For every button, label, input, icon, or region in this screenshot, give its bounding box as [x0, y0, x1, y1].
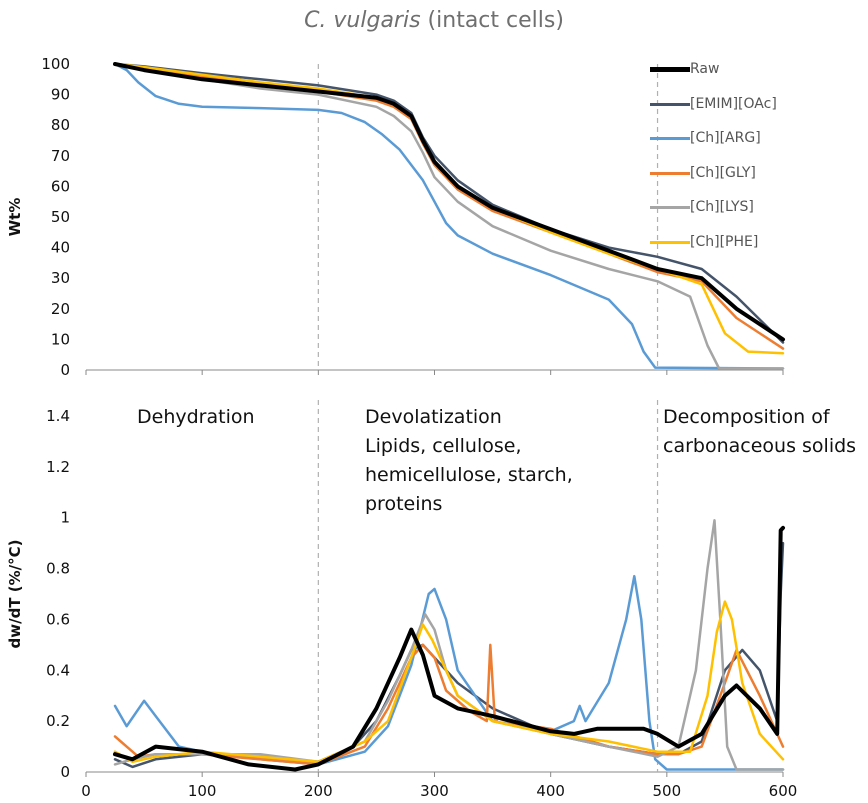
- dtg-series-line: [113, 600, 785, 764]
- wt-y-axis-label: Wt%: [6, 198, 24, 237]
- dtg-ytick-label: 0.6: [46, 610, 70, 628]
- dtg-series-line: [113, 519, 785, 771]
- annotation-devol-line-4: proteins: [365, 493, 443, 515]
- wt-ytick-label: 50: [51, 208, 70, 226]
- wt-series-line: [113, 62, 785, 342]
- dtg-y-axis-label: dw/dT (%/°C): [6, 540, 24, 649]
- annotation-decomp-line-2: carbonaceous solids: [663, 435, 857, 457]
- dtg-xtick-label: 400: [536, 782, 565, 800]
- legend-swatch: [650, 240, 690, 244]
- wt-ytick-label: 80: [51, 116, 70, 134]
- dtg-panel: 0 0.2 0.4 0.6 0.8 1 1.2 1.4 0 100 200 300 400 500 600 d…: [6, 400, 797, 800]
- chart-title-species: C. vulgaris: [304, 8, 421, 33]
- wt-ytick-label: 30: [51, 269, 70, 287]
- legend-label: Raw: [690, 61, 720, 77]
- dtg-xtick-label: 200: [304, 782, 333, 800]
- legend-swatch: [650, 102, 690, 106]
- legend-swatch: [650, 137, 690, 140]
- legend-label: [Ch][PHE]: [690, 233, 759, 250]
- wt-series-line: [113, 62, 785, 344]
- annotation-devol-line-1: Devolatization: [365, 406, 502, 428]
- legend-label: [Ch][LYS]: [690, 199, 754, 215]
- legend-label: [Ch][GLY]: [690, 164, 756, 181]
- dtg-series-line: [113, 525, 785, 772]
- annotation-devolatization: Devolatization Lipids, cellulose, hemice…: [365, 403, 573, 519]
- annotation-decomposition: Decomposition of carbonaceous solids: [663, 403, 856, 461]
- dtg-xtick-label: 300: [420, 782, 449, 800]
- legend-swatch: [650, 171, 690, 175]
- wt-ytick-label: 10: [51, 330, 70, 348]
- dtg-ytick-label: 1.2: [46, 458, 70, 476]
- chart-title: C. vulgaris (intact cells): [0, 8, 868, 33]
- dtg-ytick-label: 0: [60, 763, 70, 781]
- wt-panel: 0 10 20 30 40 50 60 70 80 90 100 Wt%: [6, 55, 785, 379]
- annotation-decomp-line-1: Decomposition of: [663, 406, 830, 428]
- wt-ytick-label: 0: [60, 361, 70, 379]
- dtg-series-line: [113, 541, 785, 769]
- wt-ytick-label: 60: [51, 177, 70, 195]
- annotation-devol-line-2: Lipids, cellulose,: [365, 435, 522, 457]
- legend-label: [Ch][ARG]: [690, 130, 761, 146]
- wt-ytick-label: 90: [51, 86, 70, 104]
- wt-series-line: [113, 62, 785, 370]
- wt-ytick-label: 70: [51, 147, 70, 165]
- annotation-devol-line-3: hemicellulose, starch,: [365, 464, 573, 486]
- annotation-dehydration: Dehydration: [137, 406, 255, 428]
- dtg-xtick-label: 500: [653, 782, 682, 800]
- legend-swatch: [650, 67, 690, 72]
- legend-swatch: [650, 206, 690, 209]
- wt-ytick-label: 100: [41, 55, 70, 73]
- dtg-xtick-label: 600: [769, 782, 798, 800]
- wt-series-line: [113, 62, 785, 370]
- dtg-xtick-label: 100: [188, 782, 217, 800]
- chart-title-rest: (intact cells): [420, 8, 564, 33]
- dtg-ytick-label: 1.4: [46, 407, 70, 425]
- dtg-ytick-label: 1: [60, 509, 70, 527]
- wt-ytick-label: 20: [51, 300, 70, 318]
- dtg-ytick-label: 0.4: [46, 661, 70, 679]
- dtg-ytick-label: 0.2: [46, 712, 70, 730]
- legend-label: [EMIM][OAc]: [690, 95, 777, 112]
- dtg-xtick-label: 0: [81, 782, 91, 800]
- wt-ytick-label: 40: [51, 239, 70, 257]
- dtg-ytick-label: 0.8: [46, 560, 70, 578]
